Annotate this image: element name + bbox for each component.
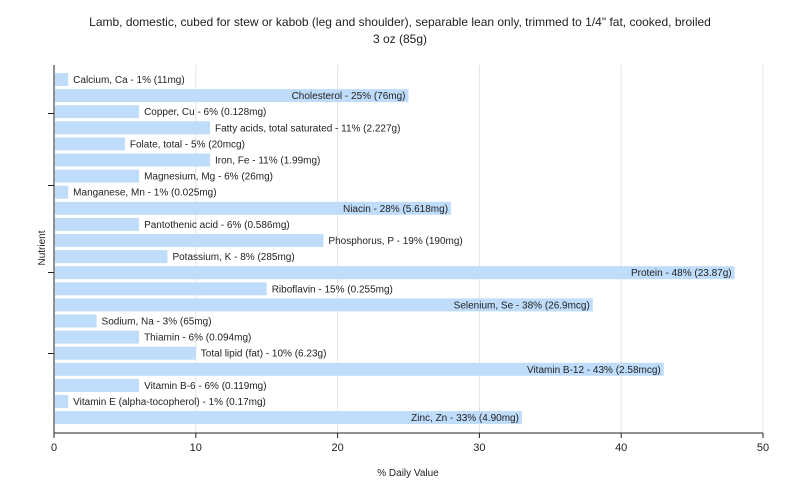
x-tick-label: 20 <box>331 442 343 454</box>
bar-label: Total lipid (fat) - 10% (6.23g) <box>201 349 327 360</box>
bar <box>55 234 324 247</box>
bar <box>55 266 735 280</box>
bar-label: Fatty acids, total saturated - 11% (2.22… <box>215 123 400 134</box>
bar <box>55 282 267 296</box>
bar <box>55 89 409 103</box>
bar-label: Thiamin - 6% (0.094mg) <box>144 333 251 344</box>
chart-title-line-2: 3 oz (85g) <box>372 32 428 46</box>
bar-label: Potassium, K - 8% (285mg) <box>172 252 294 263</box>
bar <box>55 105 140 119</box>
bar <box>55 298 593 312</box>
bar-label: Protein - 48% (23.87g) <box>631 268 732 279</box>
x-axis-label: % Daily Value <box>377 468 439 479</box>
bar-label: Vitamin E (alpha-tocopherol) - 1% (0.17m… <box>73 397 266 408</box>
bar-label: Folate, total - 5% (20mcg) <box>130 139 245 150</box>
bar-label: Phosphorus, P - 19% (190mg) <box>328 236 462 247</box>
bar-label: Iron, Fe - 11% (1.99mg) <box>215 156 320 167</box>
bar <box>55 185 69 199</box>
bar <box>55 137 125 151</box>
grid <box>195 65 764 433</box>
bars: Calcium, Ca - 1% (11mg) Cholesterol - 25%… <box>55 73 735 425</box>
bar-label: Zinc, Zn - 33% (4.90mg) <box>411 413 519 424</box>
bar <box>55 153 210 167</box>
bar <box>55 362 664 376</box>
bar-label: Manganese, Mn - 1% (0.025mg) <box>73 188 216 199</box>
chart-title: Lamb, domestic, cubed for stew or kabob … <box>0 14 800 48</box>
bar-label: Copper, Cu - 6% (0.128mg) <box>144 107 266 118</box>
bar-label: Selenium, Se - 38% (26.9mcg) <box>454 300 590 311</box>
y-axis-label: Nutrient <box>37 230 48 265</box>
bar-label: Niacin - 28% (5.618mg) <box>343 204 448 215</box>
bar-label: Riboflavin - 15% (0.255mg) <box>272 284 393 295</box>
bar <box>55 395 69 408</box>
bar <box>55 378 140 392</box>
bar <box>55 330 140 344</box>
x-tick-label: 0 <box>51 442 57 454</box>
bar <box>55 121 210 135</box>
bar-label: Cholesterol - 25% (76mg) <box>292 91 406 102</box>
bar <box>55 314 97 328</box>
bar-label: Pantothenic acid - 6% (0.586mg) <box>144 220 290 231</box>
bar <box>55 73 69 86</box>
x-tick-label: 10 <box>190 442 202 454</box>
axes: 0 10 20 30 40 50 <box>48 65 769 454</box>
bar-label: Vitamin B-6 - 6% (0.119mg) <box>144 381 266 392</box>
x-tick-label: 30 <box>473 442 485 454</box>
bar-label: Magnesium, Mg - 6% (26mg) <box>144 172 273 183</box>
bar <box>55 217 140 231</box>
bar-label: Vitamin B-12 - 43% (2.58mcg) <box>527 365 661 376</box>
bar <box>55 169 140 183</box>
x-tick-label: 50 <box>757 442 769 454</box>
bar-label: Sodium, Na - 3% (65mg) <box>102 317 212 328</box>
bar <box>55 411 522 425</box>
bar <box>55 250 168 264</box>
x-tick-label: 40 <box>615 442 627 454</box>
bar-label: Calcium, Ca - 1% (11mg) <box>73 75 185 86</box>
bar <box>55 201 452 215</box>
bar <box>55 346 196 360</box>
chart-title-line-1: Lamb, domestic, cubed for stew or kabob … <box>89 15 711 29</box>
